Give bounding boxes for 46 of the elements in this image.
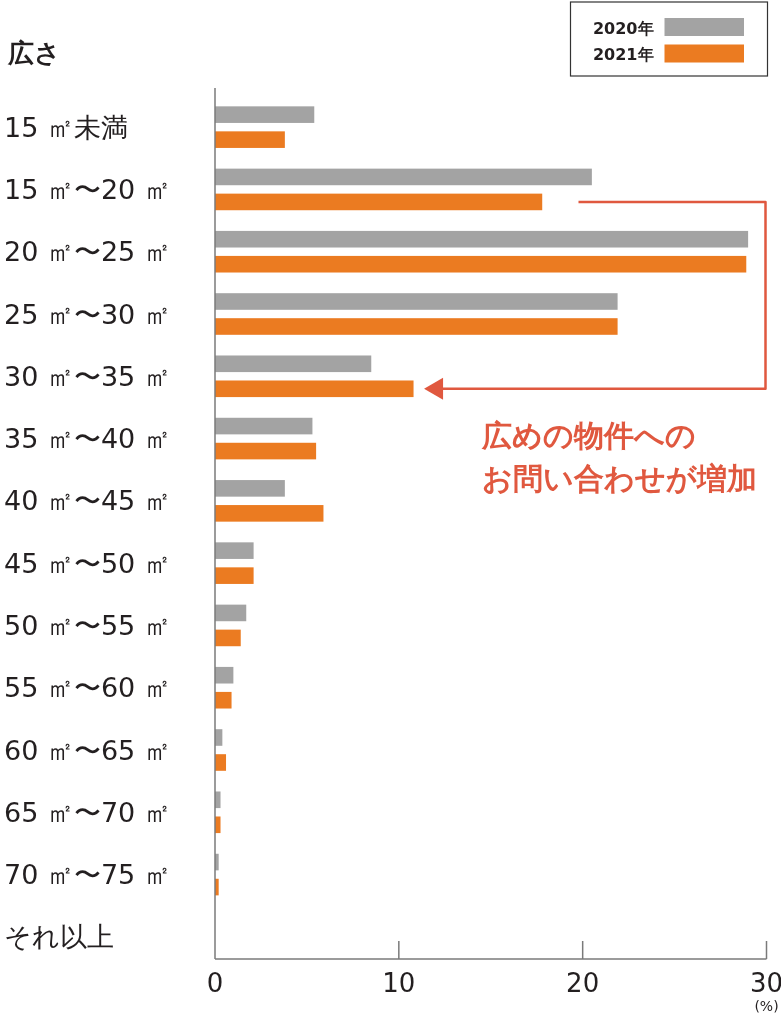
bar — [215, 193, 543, 211]
bar — [215, 542, 254, 559]
y-tick-label: 15 ㎡未満 — [4, 111, 128, 143]
bar — [215, 380, 414, 398]
bar — [215, 691, 232, 709]
legend-label: 2020年 — [592, 18, 654, 38]
x-tick-label: 10 — [382, 968, 416, 998]
bar — [215, 355, 372, 373]
bar — [215, 505, 324, 522]
y-tick-label: 65 ㎡〜70 ㎡ — [4, 796, 171, 828]
annotation: 広めの物件へのお問い合わせが増加 — [482, 416, 759, 498]
x-tick-label: 20 — [566, 968, 600, 998]
legend-label: 2021年 — [592, 45, 654, 64]
y-tick-label: 40 ㎡〜45 ㎡ — [4, 485, 171, 517]
y-tick-label: 30 ㎡〜35 ㎡ — [4, 360, 171, 392]
y-axis-title: 広さ — [7, 38, 61, 68]
y-tick-label: 35 ㎡〜40 ㎡ — [4, 423, 171, 455]
y-tick-label: 70 ㎡〜75 ㎡ — [4, 859, 171, 891]
y-tick-label: 55 ㎡〜60 ㎡ — [4, 672, 171, 704]
bar — [215, 754, 227, 771]
bar — [215, 318, 618, 335]
bar — [215, 567, 254, 584]
bar — [215, 106, 315, 123]
bar — [215, 791, 221, 809]
bar — [215, 480, 285, 497]
bar — [215, 293, 618, 310]
x-tick-label: 30 — [749, 968, 781, 998]
y-tick-label: 25 ㎡〜30 ㎡ — [4, 298, 171, 330]
y-tick-label: 20 ㎡〜25 ㎡ — [4, 236, 171, 268]
y-tick-label: 60 ㎡〜65 ㎡ — [4, 734, 171, 766]
x-tick-label: 0 — [206, 968, 224, 998]
bar — [215, 131, 285, 148]
bar — [215, 255, 747, 273]
bar — [215, 417, 313, 435]
bar — [215, 629, 241, 647]
bar — [215, 442, 317, 460]
bar — [215, 168, 592, 186]
y-tick-label: 15 ㎡〜20 ㎡ — [4, 173, 171, 205]
y-tick-label: それ以上 — [4, 921, 114, 953]
bar — [215, 230, 749, 248]
bar — [215, 666, 234, 684]
bar — [215, 604, 247, 622]
bar — [215, 816, 221, 834]
y-tick-label: 50 ㎡〜55 ㎡ — [4, 609, 171, 641]
y-tick-label: 45 ㎡〜50 ㎡ — [4, 547, 171, 579]
x-axis-title: (%) — [754, 998, 779, 1014]
